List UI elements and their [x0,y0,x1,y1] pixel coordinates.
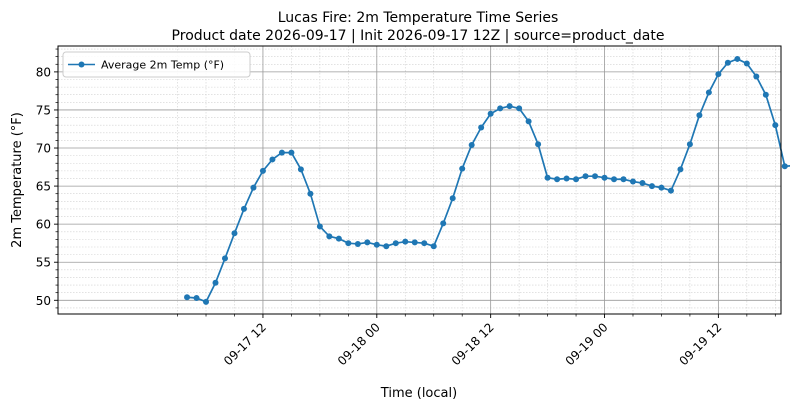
data-point [411,239,418,246]
legend-box [62,51,251,78]
plot-area [57,45,790,315]
y-axis: 50 55 60 65 70 75 80 [36,48,58,309]
data-point [639,180,646,187]
minor-grid [58,46,781,314]
data-point [231,230,238,237]
legend: Average 2m Temp (°F) [62,51,251,78]
data-point [307,190,314,197]
data-point [535,141,542,148]
major-grid [58,46,781,314]
data-point [753,73,760,80]
data-point [516,105,523,112]
data-point [221,255,228,262]
data-point [269,156,276,163]
data-point [573,176,580,183]
data-point [345,240,352,247]
data-point [563,175,570,182]
data-point [506,103,513,110]
data-point [762,91,769,98]
data-point [686,141,693,148]
data-point [430,243,437,250]
data-point [478,124,485,131]
data-point [449,195,456,202]
data-point [734,55,741,62]
x-axis-label: Time (local) [380,386,457,401]
data-point [250,184,257,191]
data-point [705,89,712,96]
data-point [259,167,266,174]
series-layer [184,55,790,305]
data-point [772,122,779,129]
data-point [364,239,371,246]
data-point [592,173,599,180]
data-point [288,149,295,156]
data-point [184,294,191,301]
data-point [421,240,428,247]
data-point [620,176,627,183]
data-point [629,178,636,185]
data-point [392,240,399,247]
data-point [525,118,532,125]
y-tick-label: 75 [36,103,51,117]
data-point [724,59,731,66]
y-tick-label: 65 [36,180,51,194]
data-point [743,60,750,67]
y-tick-label: 70 [36,142,51,156]
plot-frame [57,45,782,315]
data-point [658,184,665,191]
data-point [715,71,722,78]
data-point [402,238,409,245]
y-tick-label: 55 [36,256,51,270]
data-point [240,205,247,212]
data-point [297,166,304,173]
data-point [468,141,475,148]
data-point [326,233,333,240]
data-point [544,174,551,181]
data-point [611,176,618,183]
data-point [601,174,608,181]
data-point [440,220,447,227]
plot-background [58,46,781,314]
data-point [781,163,788,170]
legend-label: Average 2m Temp (°F) [101,59,224,72]
data-point [212,279,219,286]
data-point [354,240,361,247]
data-point [383,243,390,250]
legend-marker-swatch [78,61,85,68]
y-tick-label: 80 [36,65,51,79]
data-point [335,235,342,242]
chart-subtitle: Product date 2026-09-17 | Init 2026-09-1… [172,28,665,44]
data-point [316,223,323,230]
chart-title: Lucas Fire: 2m Temperature Time Series [278,10,559,26]
data-point [667,187,674,194]
data-point [554,176,561,183]
data-point [696,112,703,119]
data-point [193,295,200,302]
data-point [278,149,285,156]
y-tick-label: 60 [36,218,51,232]
data-point [582,173,589,180]
data-point [203,298,210,305]
data-point [648,183,655,190]
data-point [373,241,380,248]
y-tick-label: 50 [36,294,51,308]
data-point [497,105,504,112]
data-point [677,166,684,173]
y-axis-label: 2m Temperature (°F) [10,112,25,248]
data-point [459,165,466,172]
data-point [487,110,494,117]
